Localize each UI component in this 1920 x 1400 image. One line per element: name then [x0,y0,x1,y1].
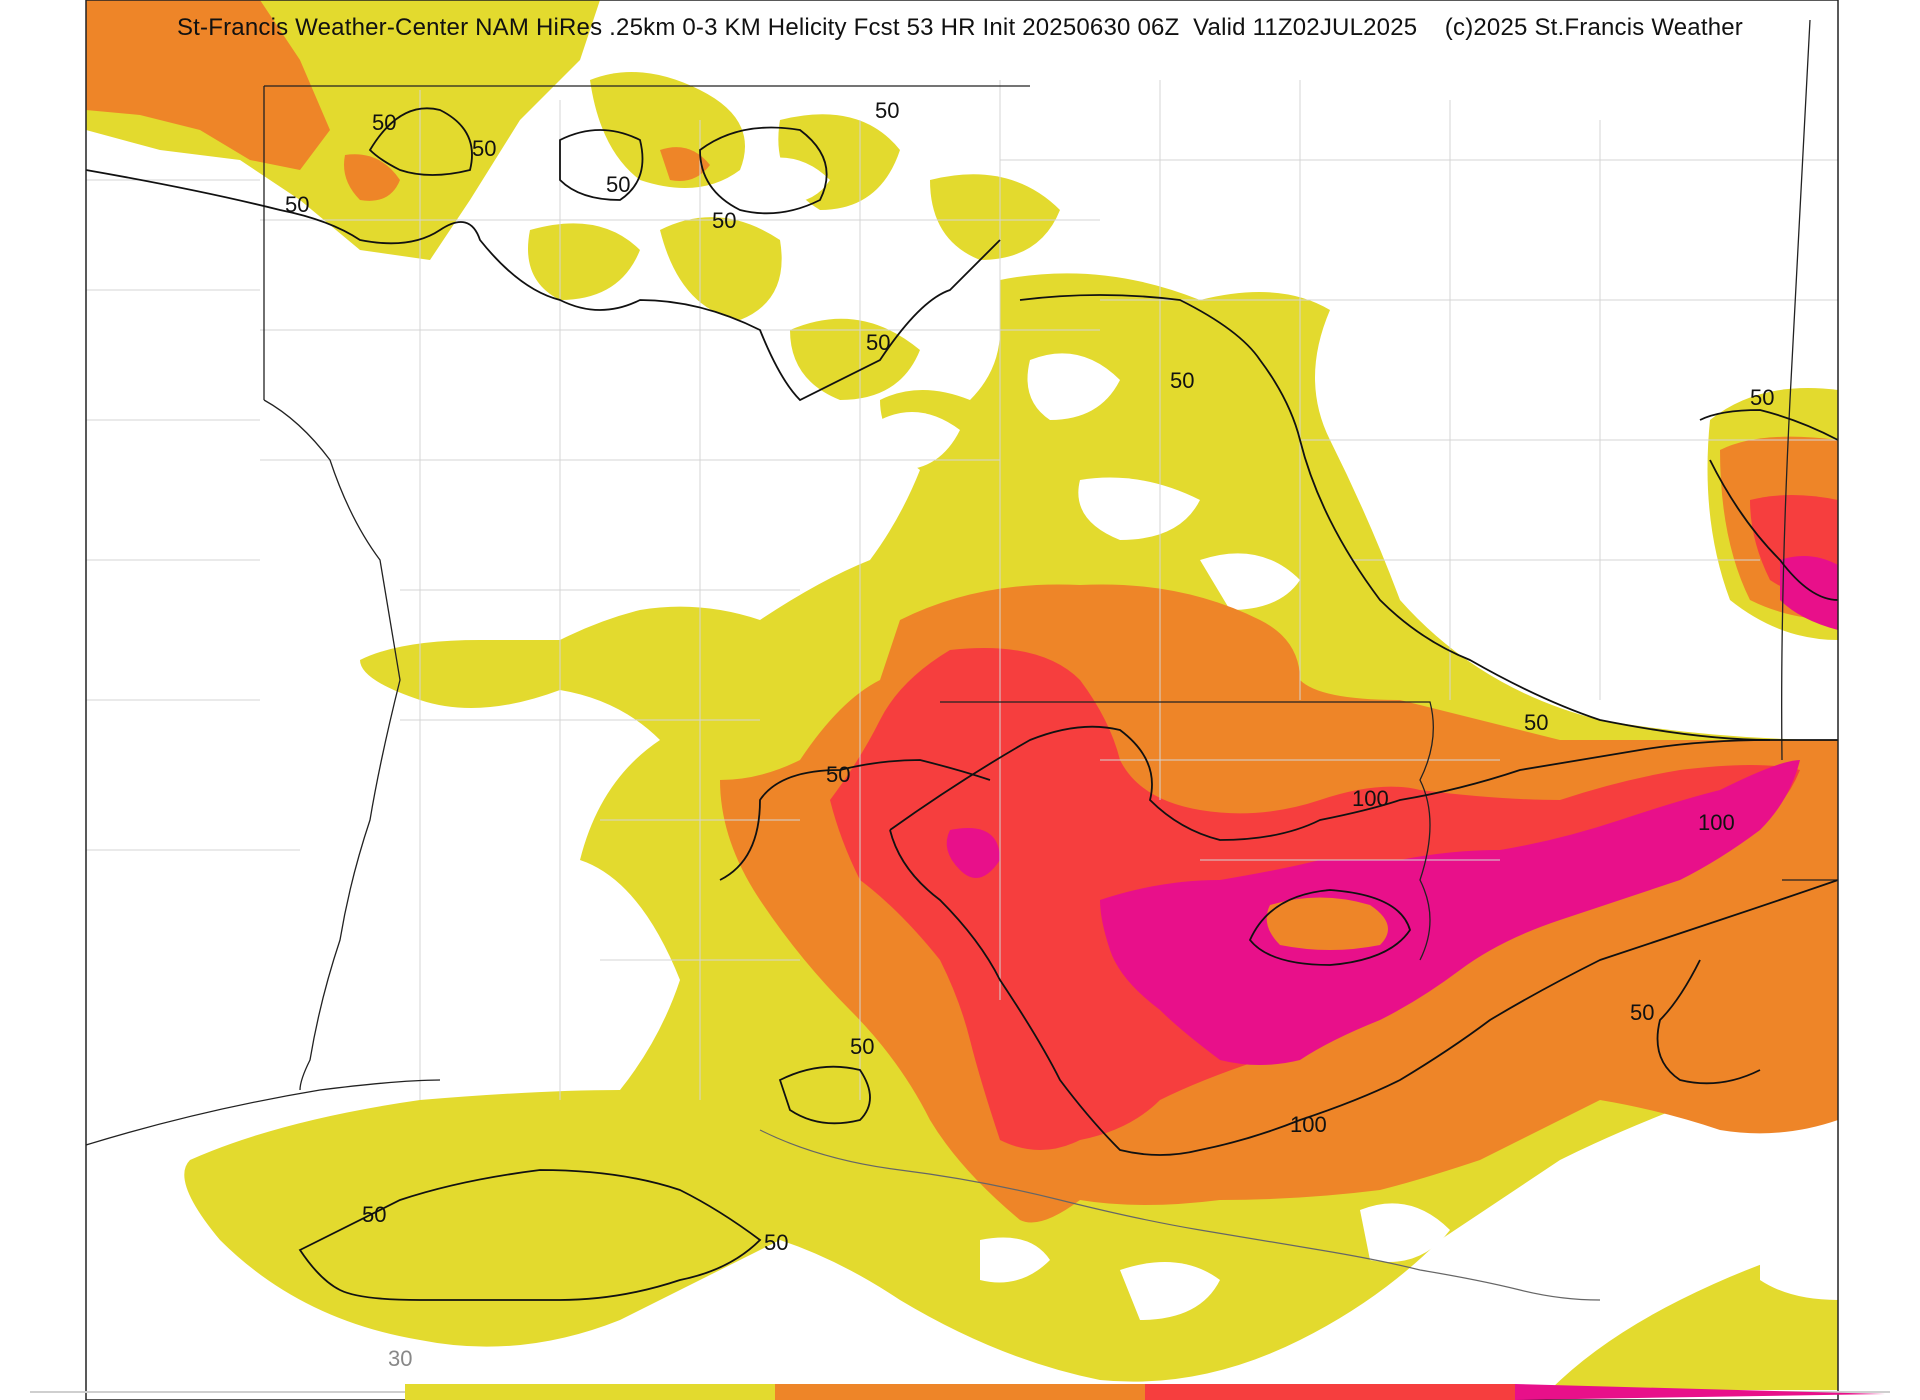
contour-labels-50: 50 50 50 50 50 50 50 50 50 50 50 50 50 5… [285,98,1774,1255]
colorbar [30,1384,1890,1400]
coastline [759,1129,1601,1301]
contour-label: 50 [362,1202,386,1227]
county-lines [86,80,1838,1100]
contour-label: 50 [285,192,309,217]
contour-label: 100 [1698,810,1735,835]
contour-label: 50 [606,172,630,197]
helicity-fill-orange-island [1266,897,1388,950]
colorbar-segment [1515,1384,1885,1400]
helicity-fill-magenta [946,556,1838,1065]
contour-label: 50 [764,1230,788,1255]
contour-label: 50 [472,136,496,161]
colorbar-tick-label: 30 [388,1346,413,1371]
chart-title: St-Francis Weather-Center NAM HiRes .25k… [176,14,1744,41]
state-boundaries [85,19,1838,1146]
contour-label: 50 [1170,368,1194,393]
colorbar-segment [1145,1384,1515,1400]
colorbar-segment [775,1384,1145,1400]
contour-label: 50 [372,110,396,135]
contour-label: 100 [1290,1112,1327,1137]
contour-label: 50 [850,1034,874,1059]
contour-label: 50 [712,208,736,233]
contour-label: 100 [1352,786,1389,811]
contour-label: 50 [866,330,890,355]
contour-label: 50 [1750,385,1774,410]
contour-label: 50 [1630,1000,1654,1025]
map-frame [85,0,1839,1400]
contour-labels-100: 100 100 100 [1290,786,1735,1137]
contour-label: 50 [1524,710,1548,735]
contour-label: 50 [875,98,899,123]
helicity-contours [85,107,1839,1301]
colorbar-segment [405,1384,775,1400]
contour-label: 50 [826,762,850,787]
